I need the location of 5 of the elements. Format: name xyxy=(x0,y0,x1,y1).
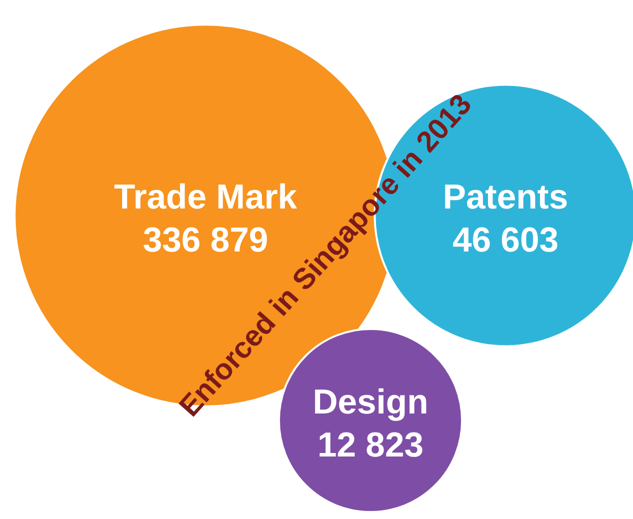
data-label: 12 823 xyxy=(318,426,424,464)
data-label: 336 879 xyxy=(142,222,268,260)
category-label: Design xyxy=(312,384,428,422)
data-label: 46 603 xyxy=(452,222,558,260)
category-label: Patents xyxy=(442,178,568,216)
